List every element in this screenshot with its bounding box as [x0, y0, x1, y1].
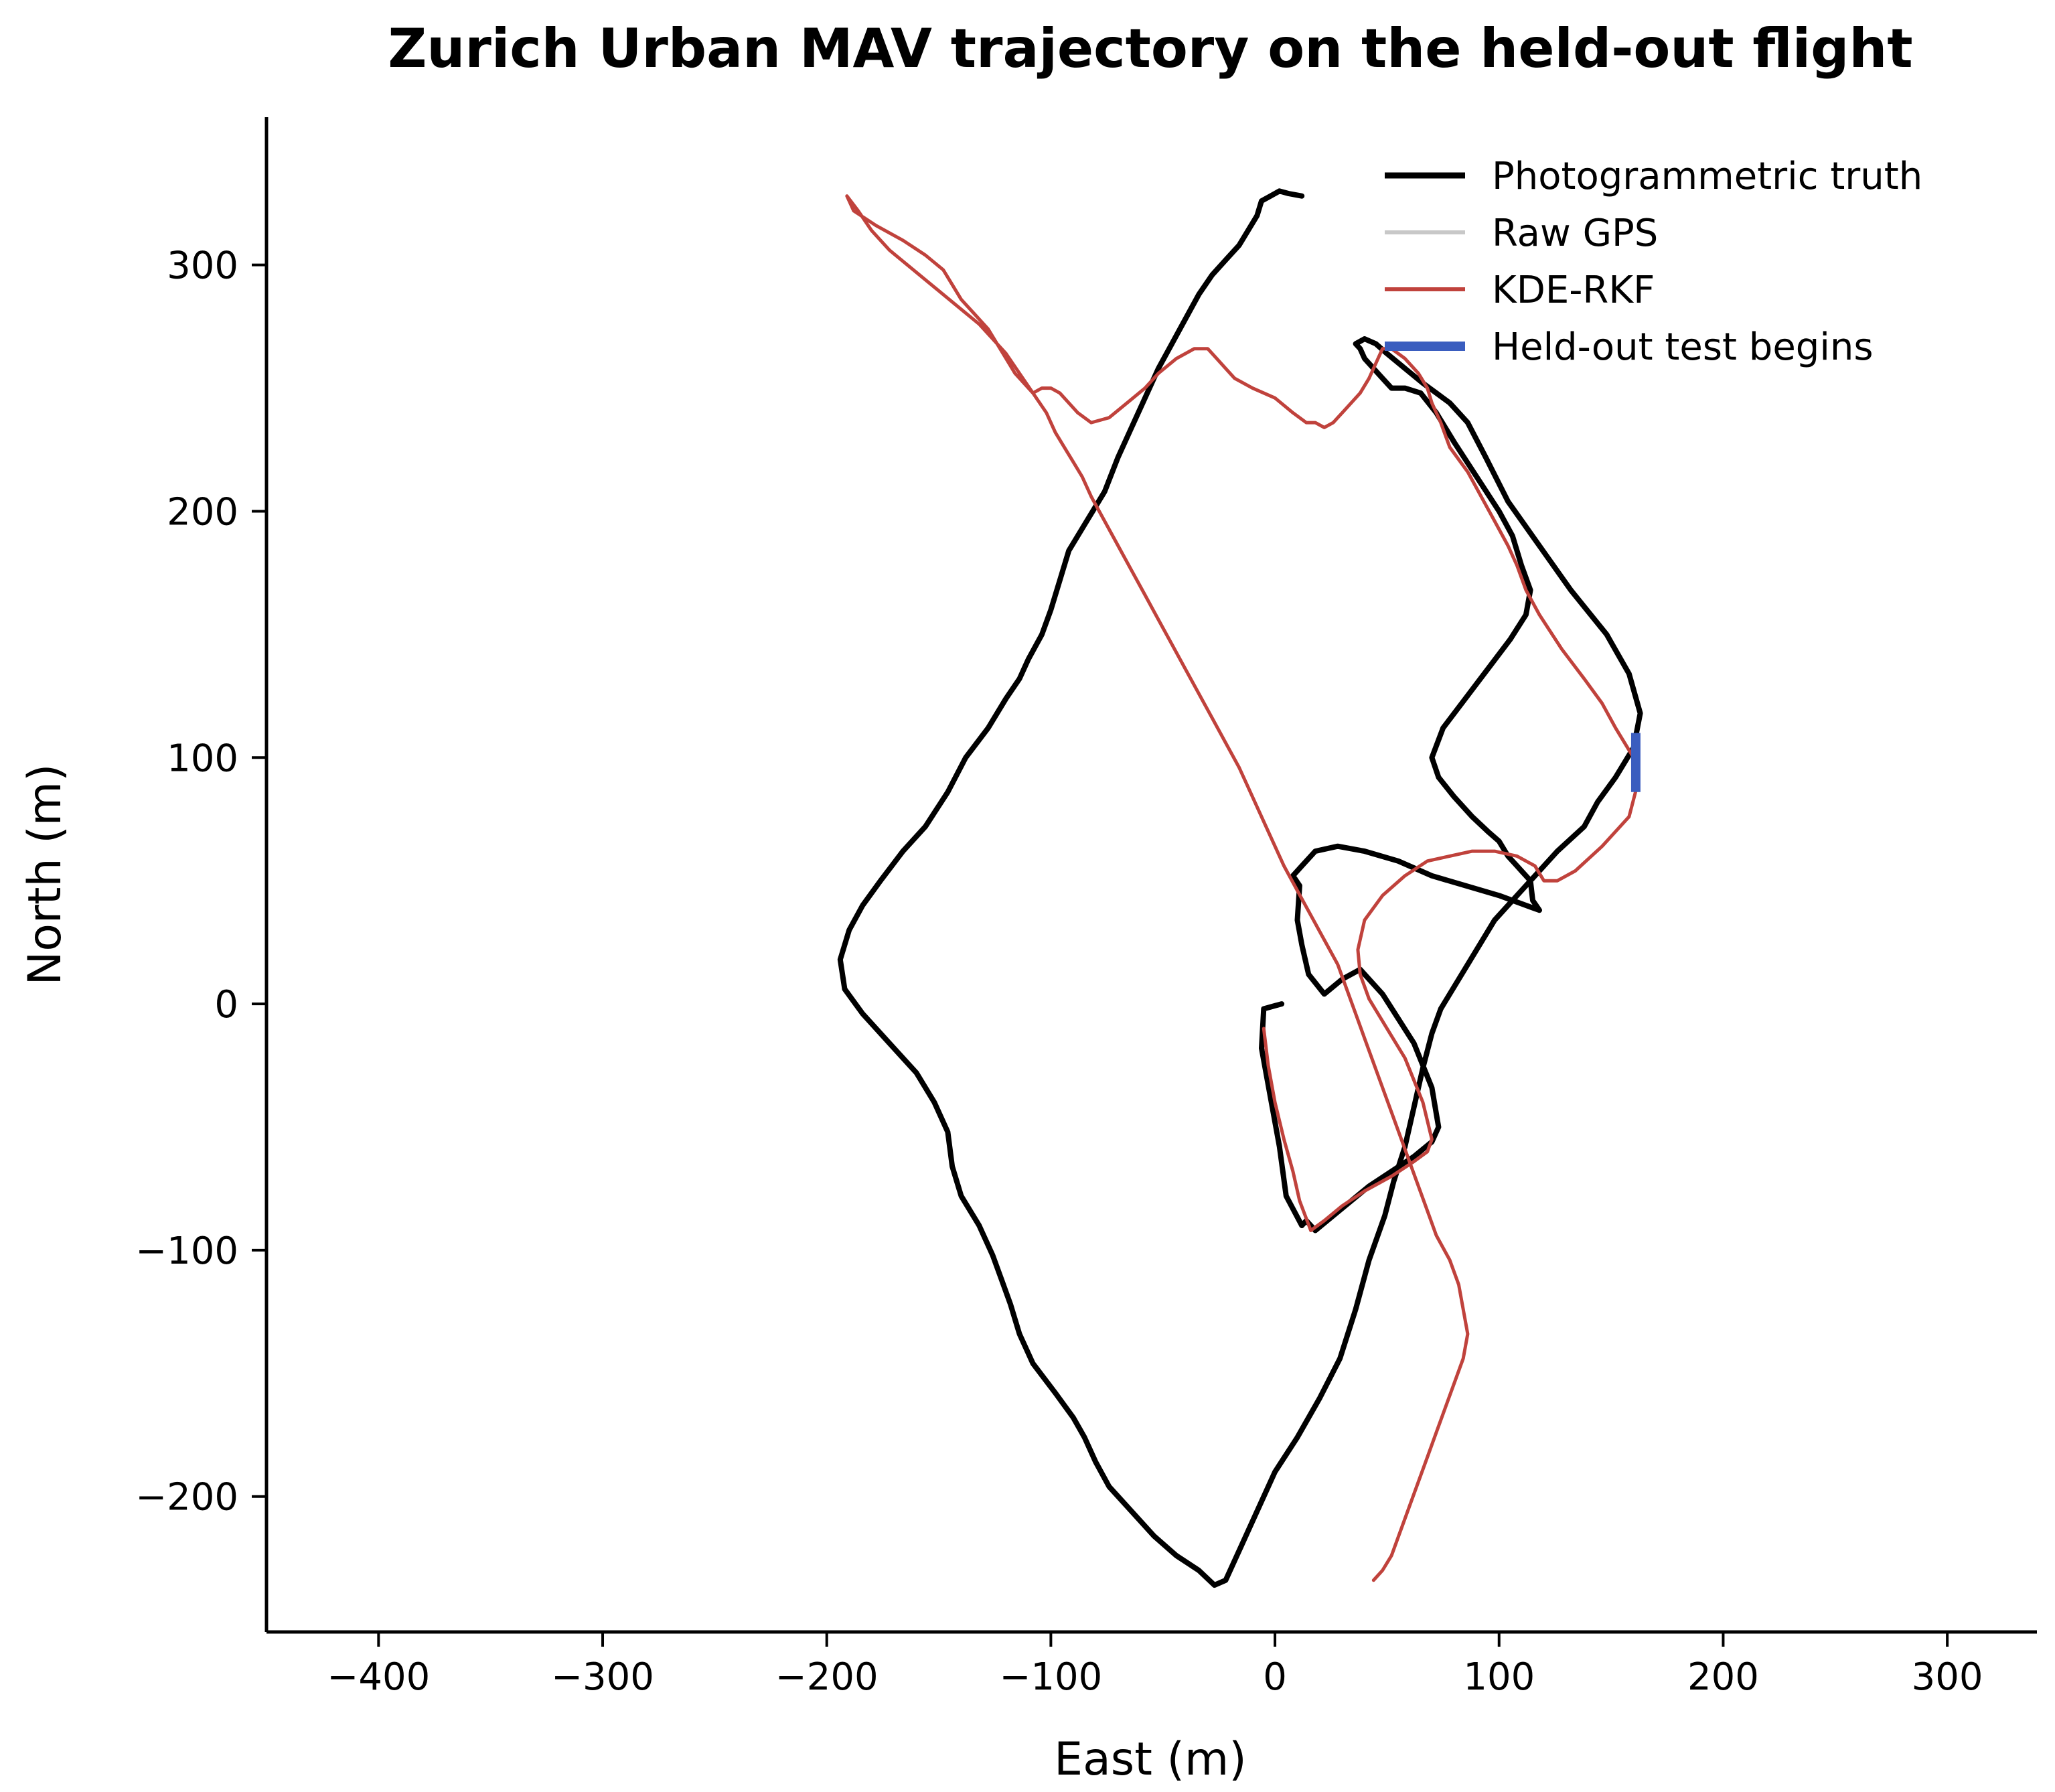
x-tick-label: −400	[327, 1655, 430, 1699]
y-tick-label: 200	[167, 490, 238, 534]
y-tick-label: 300	[167, 244, 238, 288]
legend-label: KDE-RKF	[1492, 269, 1655, 312]
axes	[264, 117, 2037, 1634]
x-ticks: −400 −300 −200 −100 0 100 200 300	[327, 1632, 1983, 1699]
legend: Photogrammetric truth Raw GPS KDE-RKF Held-…	[1385, 155, 1922, 369]
y-tick-label: 0	[214, 983, 238, 1027]
plot-area	[837, 188, 1643, 1588]
x-tick-label: 200	[1687, 1655, 1759, 1699]
y-ticks: −200 −100 0 100 200 300	[135, 244, 267, 1519]
legend-label: Photogrammetric truth	[1492, 155, 1922, 198]
x-tick-label: −200	[775, 1655, 879, 1699]
x-tick-label: −100	[999, 1655, 1102, 1699]
legend-label: Held-out test begins	[1492, 325, 1874, 369]
legend-label: Raw GPS	[1492, 212, 1658, 255]
x-tick-label: 0	[1263, 1655, 1287, 1699]
y-tick-label: −100	[135, 1229, 238, 1273]
series-photogrammetric-truth	[837, 188, 1643, 1588]
y-tick-label: 100	[167, 737, 238, 780]
chart-title: Zurich Urban MAV trajectory on the held-…	[388, 17, 1912, 80]
x-tick-label: 100	[1463, 1655, 1535, 1699]
x-tick-label: 300	[1912, 1655, 1983, 1699]
x-tick-label: −300	[551, 1655, 654, 1699]
x-axis-label: East (m)	[1054, 1733, 1247, 1786]
y-tick-label: −200	[135, 1476, 238, 1519]
y-axis-label: North (m)	[19, 763, 72, 985]
series-kde-rkf	[845, 194, 1640, 1582]
